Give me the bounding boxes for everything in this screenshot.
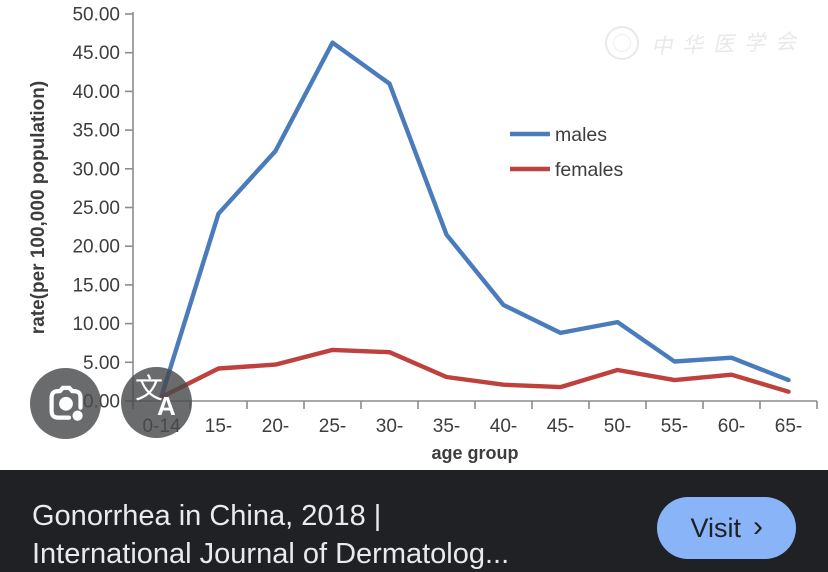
y-tick-label: 15.00 [72, 275, 120, 296]
chevron-right-icon: › [753, 509, 763, 543]
y-tick-label: 40.00 [72, 82, 120, 103]
x-tick-label: 25- [319, 416, 346, 437]
x-tick-label: 35- [433, 416, 460, 437]
x-axis-title: age group [431, 443, 518, 463]
y-tick-label: 30.00 [72, 159, 120, 180]
result-bar: Gonorrhea in China, 2018 | International… [0, 470, 828, 572]
y-tick-label: 10.00 [72, 314, 120, 335]
y-tick-label: 45.00 [72, 43, 120, 64]
result-title[interactable]: Gonorrhea in China, 2018 | International… [32, 497, 509, 572]
visit-button-label: Visit [690, 512, 741, 543]
legend-males-label: males [555, 124, 607, 146]
result-title-line1: Gonorrhea in China, 2018 | [32, 500, 382, 532]
y-tick-label: 5.00 [83, 353, 120, 374]
x-tick-label: 50- [604, 416, 631, 437]
y-tick-label: 50.00 [72, 5, 120, 26]
males-line [159, 40, 791, 399]
y-tick-label: 20.00 [72, 237, 120, 258]
x-tick-label: 60- [718, 416, 745, 437]
y-axis-title: rate(per 100,000 population) [28, 81, 49, 334]
lens-search-button[interactable] [30, 368, 101, 439]
y-tick-label: 35.00 [72, 121, 120, 142]
y-tick-label: 25.00 [72, 198, 120, 219]
x-tick-label: 40- [490, 416, 517, 437]
lens-camera-icon [49, 385, 83, 421]
result-image[interactable]: 0.00 5.00 10.00 15.00 20.00 25.00 30.00 35.00 40… [0, 0, 828, 470]
translate-button[interactable]: 文 A [121, 367, 192, 438]
visit-button[interactable]: Visit › [657, 497, 796, 559]
chart: 0.005.0010.0015.0020.0025.0030.0035.0040… [28, 5, 818, 463]
x-tick-label: 65- [775, 416, 802, 437]
x-tick-label: 20- [262, 416, 289, 437]
x-tick-label: 55- [661, 416, 688, 437]
translate-icon-zh-glyph: 文 [135, 373, 164, 404]
x-tick-label: 15- [205, 416, 232, 437]
x-tick-label: 45- [547, 416, 574, 437]
females-line [159, 347, 791, 400]
translate-icon: 文 A [121, 367, 192, 438]
x-tick-label: 30- [376, 416, 403, 437]
legend-females-label: females [555, 159, 624, 181]
result-title-line2: International Journal of Dermatolog... [32, 538, 510, 570]
translate-icon-latin-glyph: A [157, 391, 176, 421]
